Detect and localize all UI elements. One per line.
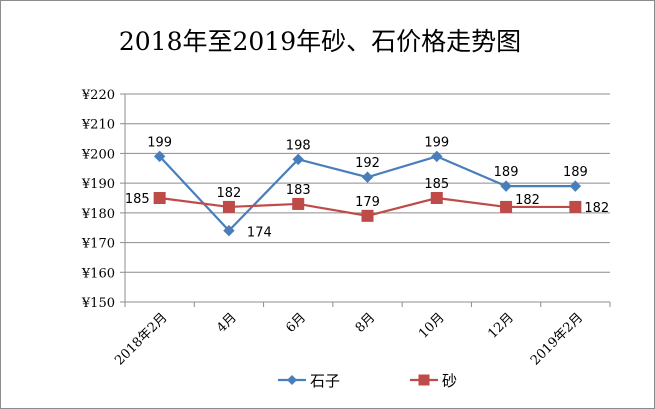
y-tick-label: ¥200 (81, 147, 115, 162)
data-point (292, 153, 304, 166)
data-point (222, 200, 235, 213)
y-tick-label: ¥190 (81, 177, 115, 192)
y-tick-label: ¥160 (81, 266, 115, 281)
legend: 石子 砂 (278, 372, 457, 390)
x-tick-label: 2019年2月 (528, 310, 586, 368)
data-label: 174 (247, 226, 272, 241)
x-axis-ticks: 2018年2月 4月 6月 8月 10月 12月 2019年2月 (112, 310, 586, 368)
data-label: 182 (515, 193, 540, 208)
data-point (569, 180, 582, 192)
data-label: 182 (584, 201, 609, 216)
data-point (500, 180, 512, 192)
data-point (430, 192, 443, 204)
legend-label: 砂 (442, 372, 457, 390)
y-tick-label: ¥180 (81, 207, 115, 222)
axes (120, 93, 611, 307)
legend-marker (418, 374, 430, 386)
data-point (153, 150, 166, 163)
data-point (361, 171, 374, 183)
x-tick-label: 8月 (353, 310, 379, 336)
data-label: 189 (563, 165, 588, 180)
data-point (500, 200, 513, 213)
legend-label: 石子 (310, 372, 340, 390)
data-label: 183 (286, 183, 311, 198)
chart-title: 2018年至2019年砂、石价格走势图 (119, 27, 521, 56)
x-tick-label: 10月 (416, 310, 447, 341)
data-point (361, 209, 374, 222)
data-point (223, 224, 235, 237)
data-point (431, 150, 443, 163)
data-label: 179 (355, 195, 380, 210)
data-point (569, 200, 582, 213)
data-label: 199 (147, 135, 172, 150)
y-axis-ticks: ¥150 ¥160 ¥170 ¥180 ¥190 ¥200 ¥210 ¥220 (81, 88, 115, 311)
x-tick-label: 4月 (214, 310, 240, 336)
data-labels: 199 174 198 192 199 189 189 185 182 183 179 185 182 1… (125, 135, 609, 240)
grid (125, 93, 610, 273)
data-point (153, 192, 166, 204)
data-label: 192 (355, 156, 380, 171)
y-tick-label: ¥170 (81, 237, 115, 252)
y-tick-label: ¥220 (81, 88, 115, 103)
data-label: 189 (494, 165, 519, 180)
data-label: 185 (424, 177, 449, 192)
data-label: 199 (424, 135, 449, 150)
x-tick-label: 2018年2月 (112, 310, 170, 368)
legend-marker (287, 375, 297, 385)
data-point (292, 197, 305, 210)
data-label: 185 (125, 192, 150, 207)
data-label: 198 (286, 138, 311, 153)
data-label: 182 (217, 186, 242, 201)
y-tick-label: ¥210 (81, 118, 115, 133)
x-tick-label: 12月 (485, 310, 516, 341)
series-layer (153, 150, 582, 237)
x-tick-label: 6月 (283, 310, 309, 336)
y-tick-label: ¥150 (81, 296, 115, 311)
